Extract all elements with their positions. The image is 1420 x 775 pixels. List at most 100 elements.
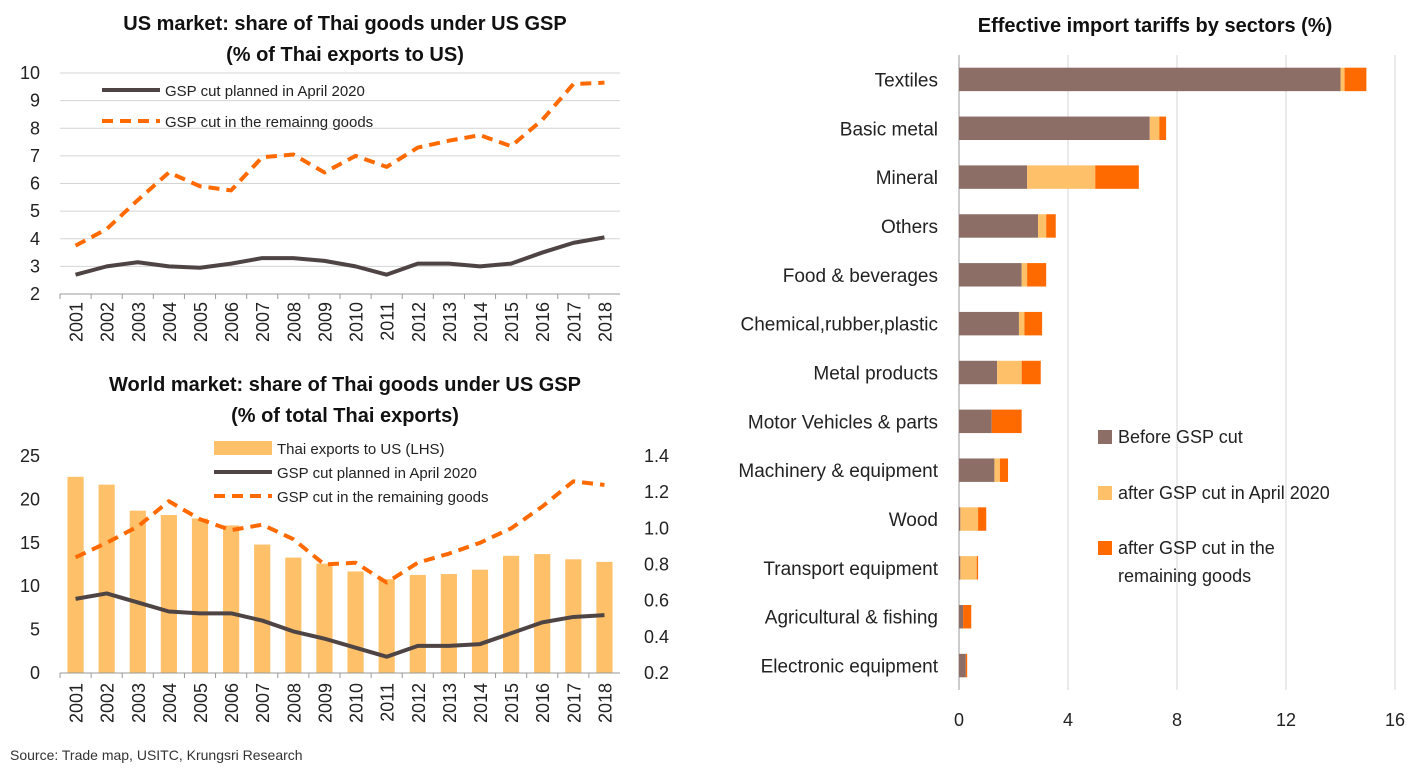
- chart2-title-line1: World market: share of Thai goods under …: [109, 374, 581, 396]
- chart2-x-tick: 2001: [67, 683, 87, 723]
- chart3-category-label: Food & beverages: [783, 266, 938, 287]
- chart3-legend-swatch: [1098, 486, 1112, 500]
- chart3-bar-remaining: [1021, 360, 1041, 385]
- chart1-x-tick: 2018: [595, 302, 615, 342]
- chart1-x-tick: 2017: [564, 302, 584, 342]
- chart3-bar-before: [959, 263, 1022, 287]
- chart3-x-tick: 16: [1385, 710, 1405, 730]
- chart2-x-tick: 2013: [440, 683, 460, 723]
- chart3-bar-april: [1021, 263, 1028, 287]
- chart3-category-label: Electronic equipment: [761, 657, 939, 678]
- chart1-x-tick: 2013: [440, 302, 460, 342]
- chart1-x-tick: 2002: [98, 302, 118, 342]
- chart2-legend-label: Thai exports to US (LHS): [277, 441, 445, 458]
- chart3-bar-remaining: [976, 556, 979, 580]
- chart2-series-gsp-april: [75, 591, 605, 659]
- chart2-title-line2: (% of total Thai exports): [231, 405, 459, 427]
- chart3-legend-swatch: [1098, 430, 1112, 444]
- chart1-x-tick: 2011: [378, 302, 398, 341]
- chart3-bar-remaining: [999, 458, 1009, 482]
- chart1-y-tick: 2: [30, 284, 40, 304]
- chart3-x-tick: 0: [954, 710, 964, 730]
- chart2-y-left-tick: 5: [30, 620, 40, 640]
- chart3-bar-remaining: [1027, 263, 1047, 287]
- chart1-title-line1: US market: share of Thai goods under US …: [123, 13, 566, 35]
- chart2-y-right-tick: 0.8: [644, 555, 669, 575]
- chart1-y-tick: 8: [30, 118, 40, 138]
- chart3-bar-before: [959, 311, 1019, 336]
- chart2-bar: [285, 557, 302, 673]
- chart2-y-left-tick: 0: [30, 663, 40, 683]
- chart3-bar-before: [959, 458, 995, 482]
- chart2-bar: [67, 476, 84, 673]
- chart1-series-gsp-remaining: [74, 80, 605, 248]
- chart1-series-gsp-april: [75, 235, 605, 277]
- chart1-x-tick: 2009: [315, 302, 335, 342]
- chart3-bar-before: [959, 67, 1341, 92]
- chart2-x-tick: 2011: [378, 683, 398, 722]
- chart3-category-label: Basic metal: [840, 119, 938, 140]
- chart1-y-tick: 4: [30, 229, 40, 249]
- chart1-x-tick: 2014: [471, 302, 491, 342]
- chart2-bar: [534, 554, 551, 673]
- chart2-y-left-tick: 10: [20, 576, 40, 596]
- chart3-bar-remaining: [1344, 67, 1367, 92]
- chart1-x-tick: 2016: [533, 302, 553, 342]
- chart1-y-tick: 9: [30, 91, 40, 111]
- chart3-category-label: Machinery & equipment: [738, 461, 938, 482]
- chart2-y-right-tick: 1.2: [644, 482, 669, 502]
- chart3-category-label: Mineral: [876, 168, 938, 189]
- chart1-y-tick: 5: [30, 201, 40, 221]
- chart2-bar: [129, 510, 146, 673]
- chart3-category-label: Wood: [889, 510, 938, 531]
- chart2-bar: [223, 525, 240, 673]
- chart3-bar-april: [960, 556, 977, 580]
- chart2-y-right-tick: 0.6: [644, 591, 669, 611]
- chart3-bar-before: [959, 214, 1039, 238]
- chart3-legend-label: after GSP cut in April 2020: [1118, 483, 1330, 503]
- chart1-x-tick: 2015: [502, 302, 522, 342]
- chart2-bar: [191, 518, 209, 673]
- chart3-bar-before: [959, 605, 964, 629]
- chart2-x-tick: 2009: [315, 683, 335, 723]
- chart3-bar-april: [997, 360, 1022, 385]
- chart2-legend-swatch: [214, 441, 272, 455]
- chart1-y-tick: 10: [20, 63, 40, 83]
- chart2-y-left-tick: 20: [20, 489, 40, 509]
- chart3-bar-before: [959, 409, 992, 434]
- chart3-bar-april: [1038, 214, 1047, 238]
- chart2-bar: [409, 574, 426, 673]
- chart3-bar-remaining: [1095, 165, 1139, 189]
- chart2-x-tick: 2017: [564, 683, 584, 723]
- chart3-title: Effective import tariffs by sectors (%): [978, 15, 1333, 37]
- chart1-legend-label: GSP cut planned in April 2020: [165, 83, 365, 100]
- chart2-y-right-tick: 0.4: [644, 627, 669, 647]
- chart2-bar: [378, 579, 395, 673]
- chart3-category-label: Chemical,rubber,plastic: [741, 315, 938, 336]
- chart3-category-label: Agricultural & fishing: [765, 608, 938, 629]
- chart3-bar-remaining: [991, 409, 1022, 434]
- chart3-legend-label: after GSP cut in the: [1118, 538, 1275, 558]
- chart2-legend-label: GSP cut in the remaining goods: [277, 489, 489, 506]
- chart1-x-tick: 2003: [129, 302, 149, 342]
- chart2-x-tick: 2010: [347, 683, 367, 723]
- chart1-x-tick: 2005: [191, 302, 211, 342]
- chart3-bar-before: [959, 165, 1028, 189]
- chart2-legend-label: GSP cut planned in April 2020: [277, 465, 477, 482]
- chart1-x-tick: 2004: [160, 302, 180, 342]
- chart3-bar-remaining: [965, 653, 968, 678]
- chart3-bar-april: [1027, 165, 1096, 189]
- chart1-y-tick: 7: [30, 146, 40, 166]
- chart3-bar-remaining: [1046, 214, 1056, 238]
- chart2-x-tick: 2005: [191, 683, 211, 723]
- chart2-y-left-tick: 25: [20, 446, 40, 466]
- chart2-x-tick: 2016: [533, 683, 553, 723]
- chart1-x-tick: 2006: [222, 302, 242, 342]
- chart2-x-tick: 2015: [502, 683, 522, 723]
- chart3-legend-swatch: [1098, 541, 1112, 555]
- chart2-y-right-tick: 1.4: [644, 446, 669, 466]
- chart2-bar: [596, 561, 613, 673]
- chart2-x-tick: 2018: [595, 683, 615, 723]
- chart3-bar-april: [1149, 116, 1160, 140]
